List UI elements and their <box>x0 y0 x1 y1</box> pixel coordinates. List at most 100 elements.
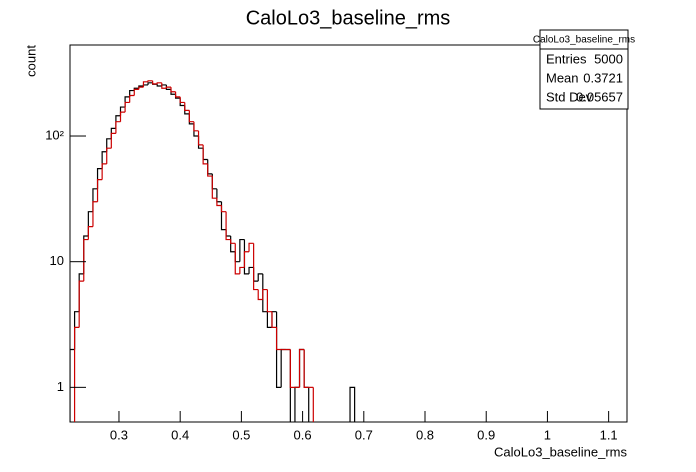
histogram-bin <box>96 168 103 189</box>
histogram-bin <box>197 130 204 146</box>
histogram-bin <box>179 98 185 107</box>
plot-frame <box>69 44 628 423</box>
histogram-bin <box>170 87 176 93</box>
histogram-bin <box>266 289 272 313</box>
histogram-bin <box>184 105 190 115</box>
histogram-bin <box>253 243 259 291</box>
histogram-bin <box>225 211 231 241</box>
x-tick-label: 0.9 <box>477 427 495 442</box>
histogram-bin <box>248 266 254 274</box>
x-tick-label: 0.6 <box>294 427 312 442</box>
x-tick-label: 0.7 <box>355 427 373 442</box>
x-tick-label: 1.1 <box>600 427 618 442</box>
histogram-bin <box>165 86 171 89</box>
histogram-bin <box>147 82 153 85</box>
histogram-bin <box>202 144 208 165</box>
x-tick-label: 0.8 <box>416 427 434 442</box>
histogram-bin <box>280 348 286 388</box>
histogram-bin <box>184 102 190 111</box>
histogram-bin <box>289 349 291 422</box>
histogram-bin <box>142 84 149 87</box>
histogram-bin <box>165 84 171 90</box>
histogram-bin <box>193 123 199 137</box>
histogram-bin <box>142 81 149 88</box>
x-axis-label: CaloLo3_baseline_rms <box>494 444 627 459</box>
histogram-bin <box>257 289 263 301</box>
histogram-bin <box>211 176 217 199</box>
histogram-bin <box>129 94 135 103</box>
histogram-bin <box>207 163 213 177</box>
histogram-bin <box>243 251 250 268</box>
x-tick-label: 1 <box>544 427 551 442</box>
histogram-bin <box>129 89 135 97</box>
histogram-bin <box>349 386 356 422</box>
histogram-bin <box>87 226 93 240</box>
histogram-bin <box>101 151 107 169</box>
histogram-bin <box>239 266 245 274</box>
stats-value: 0.05657 <box>576 89 623 104</box>
histogram-bin <box>161 82 167 89</box>
y-tick-label: 10² <box>45 127 64 142</box>
stats-key: Std Dev <box>546 89 593 104</box>
histogram-bin <box>248 242 254 252</box>
histogram-bin <box>119 106 126 116</box>
histogram-bin <box>73 311 80 350</box>
histogram-bin <box>83 235 89 274</box>
histogram-bin <box>234 243 240 275</box>
stats-title: CaloLo3_baseline_rms <box>533 35 635 46</box>
histogram-bin <box>225 229 231 237</box>
stats-value: 0.3721 <box>583 70 623 85</box>
histogram-bin <box>156 84 162 87</box>
chart-title: CaloLo3_baseline_rms <box>246 7 451 29</box>
histogram-bin <box>188 113 194 125</box>
histogram-bin <box>266 311 272 328</box>
histogram-bin <box>312 387 314 422</box>
x-tick-label: 0.4 <box>171 427 189 442</box>
histogram-bin <box>156 82 162 84</box>
histogram-bin <box>161 84 167 87</box>
histogram-bin <box>303 349 309 388</box>
histogram-bin <box>207 159 213 175</box>
histogram-bin <box>239 238 245 262</box>
histogram-bin <box>234 251 240 263</box>
histogram-bin <box>298 348 305 388</box>
histogram-bin <box>70 348 75 422</box>
histogram-bin <box>216 198 222 207</box>
histogram-bin <box>119 111 126 122</box>
histogram-bin <box>133 88 139 96</box>
x-tick-label: 0.5 <box>232 427 250 442</box>
histogram-bin <box>193 121 199 132</box>
histogram-bin <box>83 238 89 282</box>
x-tick-label: 0.3 <box>110 427 128 442</box>
stats-frame <box>539 29 629 110</box>
stats-key: Mean <box>546 70 579 85</box>
y-axis-label: count <box>23 45 38 77</box>
histogram-bin <box>262 288 268 300</box>
histogram-bin <box>230 239 236 244</box>
histogram-bin <box>174 91 181 98</box>
histogram-bin <box>303 349 309 388</box>
histogram-bin <box>202 148 208 161</box>
histogram-bin <box>87 211 93 237</box>
histogram-bin <box>216 188 222 203</box>
histogram-bin <box>289 349 295 388</box>
histogram-bin <box>197 136 204 149</box>
histogram-bin <box>262 273 268 313</box>
histogram-bin <box>73 326 80 422</box>
histogram-bin <box>308 387 310 422</box>
histogram-bin <box>115 121 121 134</box>
histogram-bin <box>138 86 144 90</box>
histogram-bin <box>271 311 277 328</box>
histogram-bin <box>174 94 181 99</box>
histogram-bin <box>152 80 158 85</box>
histogram-bin <box>106 147 112 164</box>
histogram-bin <box>96 178 103 202</box>
histogram-bin <box>106 138 112 152</box>
histogram-bin <box>220 205 227 213</box>
stats-box: CaloLo3_baseline_rms Entries 5000 Mean 0… <box>533 29 635 110</box>
histogram-bin <box>253 267 259 282</box>
histogram-bin <box>179 96 185 104</box>
histogram-bin <box>101 163 107 180</box>
histogram-bin <box>78 273 84 312</box>
